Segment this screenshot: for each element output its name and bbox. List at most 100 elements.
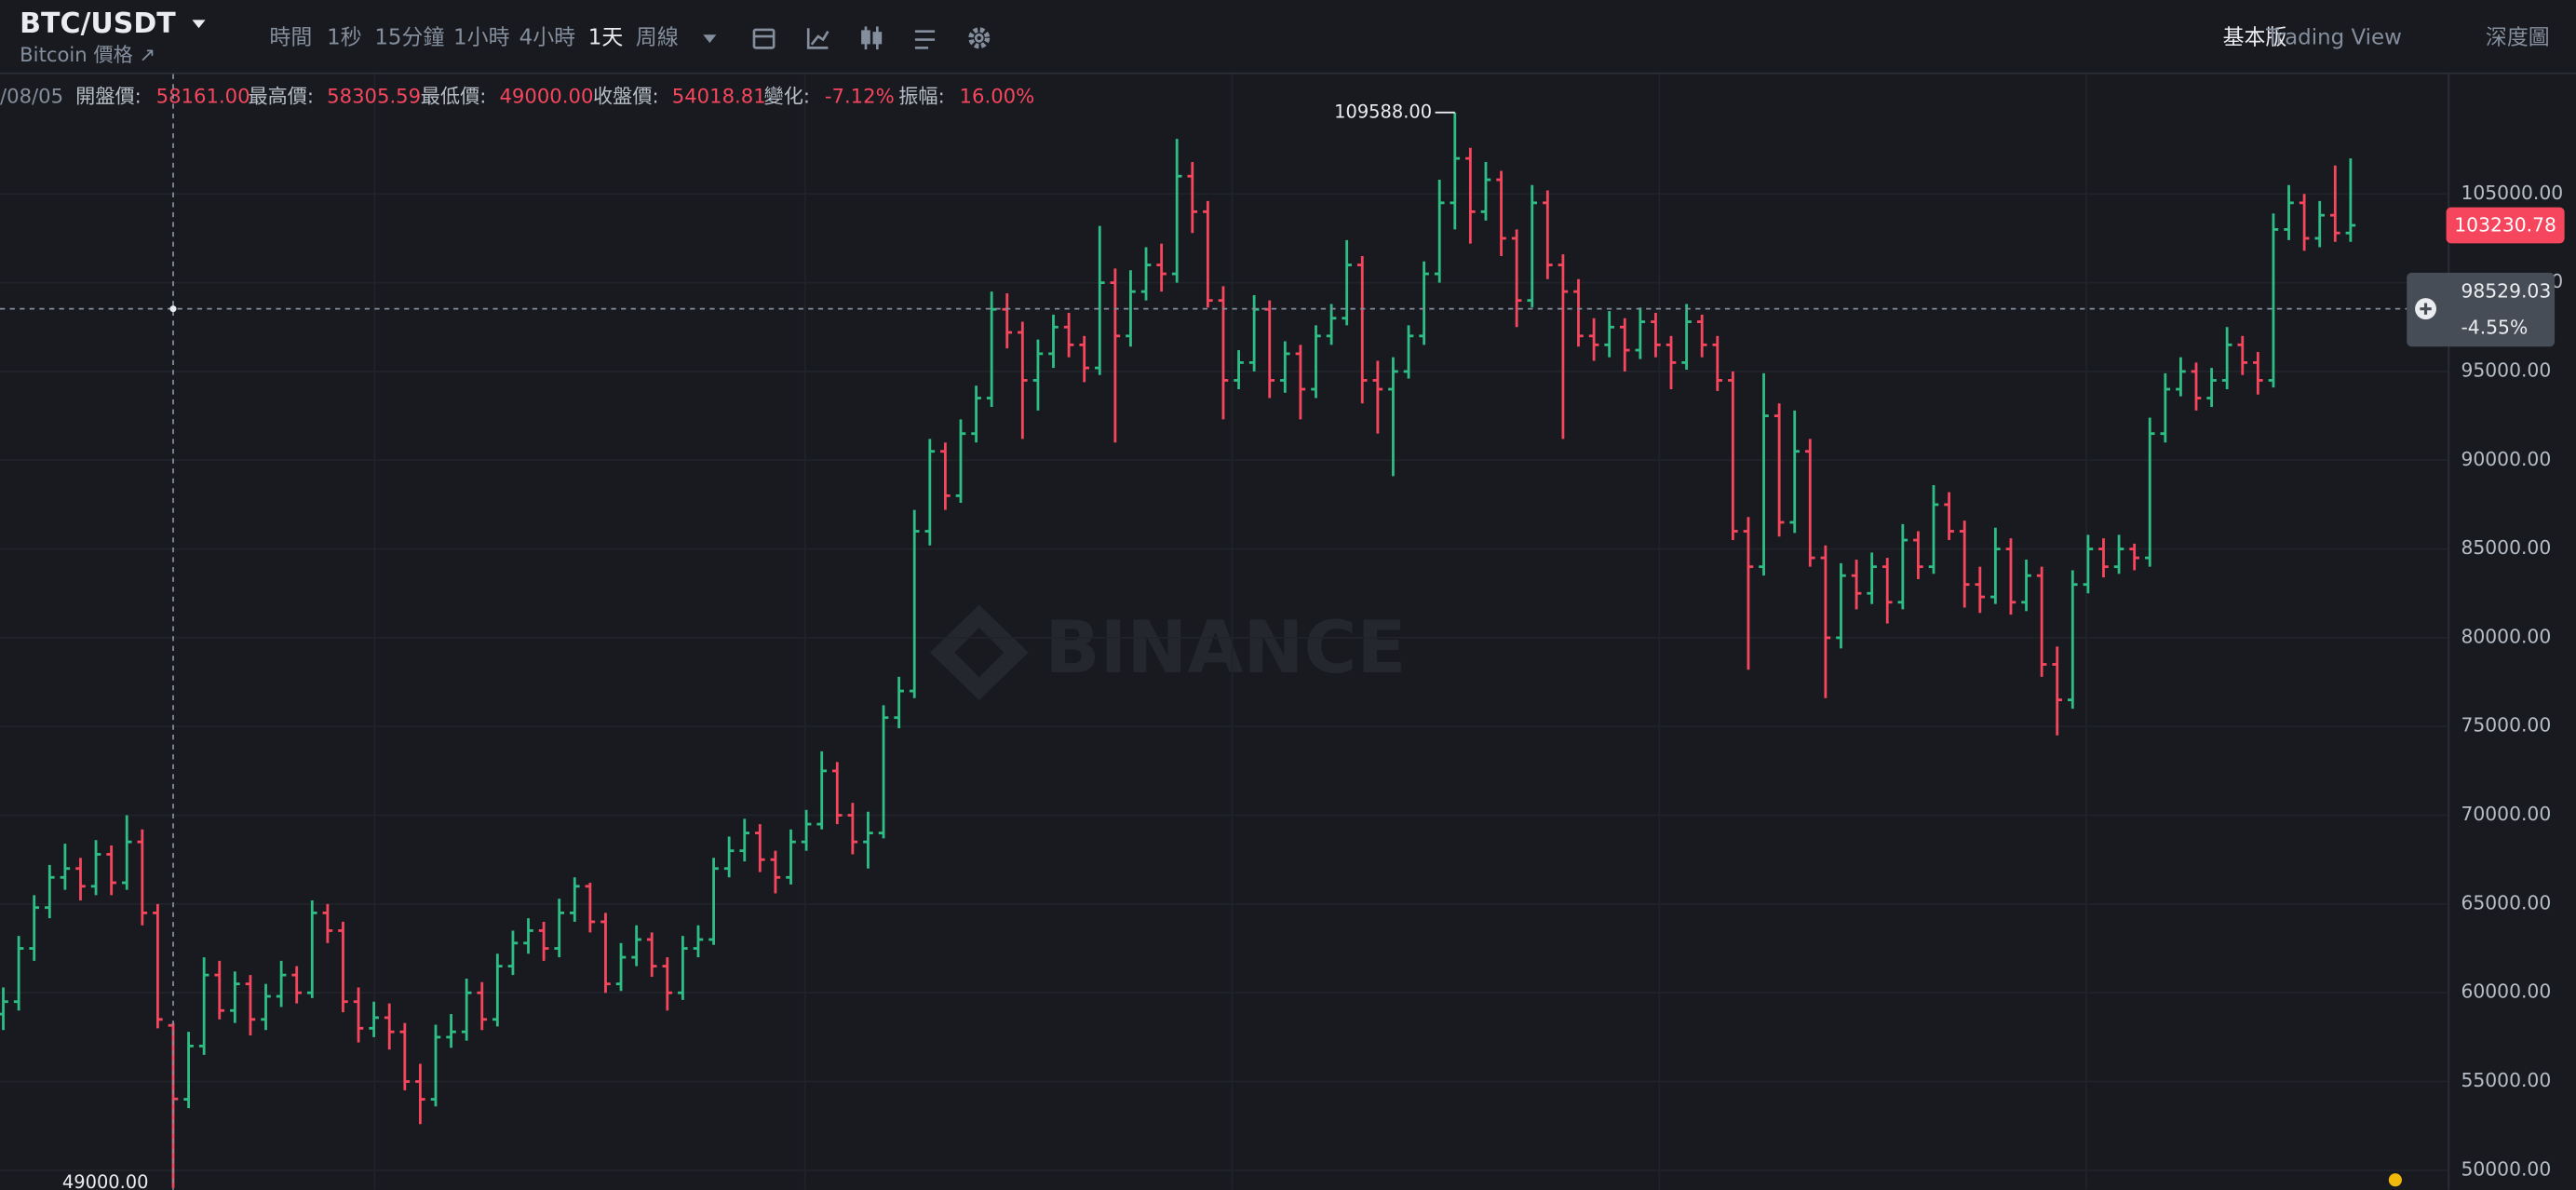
view-tab[interactable]: 深度圖 [2486,25,2550,49]
symbol-dropdown[interactable] [192,20,206,29]
ohlc-bar [1496,170,1506,257]
ohlc-bar [1728,371,1738,541]
ohlc-bar [615,942,627,992]
info-label: 最高價: [248,84,314,107]
ohlc-bar [1975,566,1986,614]
ohlc-bar [1372,360,1383,434]
ohlc-bar [1450,112,1461,230]
ohlc-bar [198,957,209,1055]
ohlc-bar [1280,341,1290,393]
ohlc-bar [1048,314,1059,369]
view-tab[interactable]: Trading View [2265,25,2402,49]
ohlc-bar [1820,545,1831,698]
ohlc-bar [2206,368,2217,408]
ohlc-bar [322,903,333,943]
ohlc-bar [600,913,611,994]
ohlc-bar [1140,247,1152,301]
low-label: 49000.00 [62,1171,149,1190]
ohlc-bar [183,1032,194,1109]
ohlc-bar [1897,523,1908,610]
ohlc-bar [1171,139,1182,283]
y-tick-label: 90000.00 [2461,448,2551,470]
ohlc-bar [461,978,472,1041]
ohlc-bar [1094,225,1105,375]
ohlc-bar [399,1022,411,1091]
y-tick-label: 55000.00 [2461,1069,2551,1091]
info-value: 54018.81 [672,84,766,107]
ohlc-bar [2068,570,2078,710]
ohlc-bar [739,818,750,862]
calendar-icon[interactable] [752,28,775,49]
ohlc-bar [554,899,564,958]
ohlc-bar [1326,304,1337,345]
indicator-icon[interactable] [806,28,829,49]
ohlc-bar [13,936,24,1011]
interval-dropdown[interactable] [703,34,717,44]
ohlc-bar [306,900,317,998]
ohlc-bar [585,882,596,933]
layout-icon[interactable] [914,30,936,49]
ohlc-bar [1465,147,1476,244]
interval-tab[interactable]: 時間 [269,25,312,49]
ohlc-bar [1356,256,1368,404]
interval-tab[interactable]: 1秒 [327,25,362,49]
ohlc-bar [940,442,951,510]
ohlc-bar [1110,268,1121,443]
ohlc-bar [831,762,843,825]
ohlc-bar [1881,558,1893,624]
ohlc-bar [1419,261,1429,345]
ohlc-bar [1063,313,1074,358]
ohlc-bar [1805,439,1815,567]
view-tab[interactable]: 基本版 [2223,25,2287,49]
y-tick-label: 80000.00 [2461,625,2551,647]
crosshair-price: 98529.03 [2461,280,2551,303]
ohlc-bar [1573,278,1584,347]
ohlc-bar [291,966,302,1004]
ohlc-bar [0,987,8,1031]
ohlc-bar [1079,335,1089,383]
ohlc-bar [2129,543,2139,571]
vertical-grid [373,74,2088,1190]
ohlc-bar [1928,484,1939,575]
watermark: BINANCE [1045,606,1406,690]
ohlc-bar [770,850,781,894]
ohlc-bar [2021,560,2031,612]
ohlc-bar [723,836,735,878]
ohlc-bar [2314,200,2326,248]
ohlc-bar [801,809,812,851]
interval-tab[interactable]: 15分鐘 [374,25,444,49]
ohlc-bar [230,971,240,1023]
ohlc-bar [1789,410,1801,534]
interval-tab[interactable]: 4小時 [519,25,576,49]
ohlc-bar [2330,165,2340,242]
ohlc-bar [2005,538,2016,615]
ohlc-bar [569,877,580,922]
ohlc-bar [1712,335,1723,391]
ohlc-bar [1480,161,1491,221]
candle-type-icon[interactable] [861,26,883,50]
ohlc-bar [2237,335,2248,375]
ohlc-bar [1851,560,1862,610]
ohlc-bar [1342,239,1352,326]
ohlc-bar [894,676,904,729]
ohlc-bar [662,957,673,1011]
interval-tab[interactable]: 周線 [636,25,679,49]
ohlc-bar [153,903,163,1029]
ohlc-bar [1156,243,1167,292]
ohlc-bar [1203,200,1213,308]
ohlc-bar [430,1024,441,1107]
info-label: 變化: [764,84,810,107]
subtitle[interactable]: Bitcoin 價格 ↗ [20,43,155,66]
symbol[interactable]: BTC/USDT [20,7,176,40]
y-tick-label: 85000.00 [2461,536,2551,559]
ohlc-bar [2176,357,2186,397]
ohlc-bar [1403,325,1414,379]
settings-icon[interactable] [968,27,991,49]
ohlc-bar [214,960,225,1020]
ohlc-bar [137,829,148,926]
interval-tab[interactable]: 1小時 [453,25,510,49]
ohlc-bar [261,983,271,1031]
interval-tab[interactable]: 1天 [588,25,624,49]
info-value: 58305.59 [327,84,421,107]
watermark-logo [929,604,1029,700]
